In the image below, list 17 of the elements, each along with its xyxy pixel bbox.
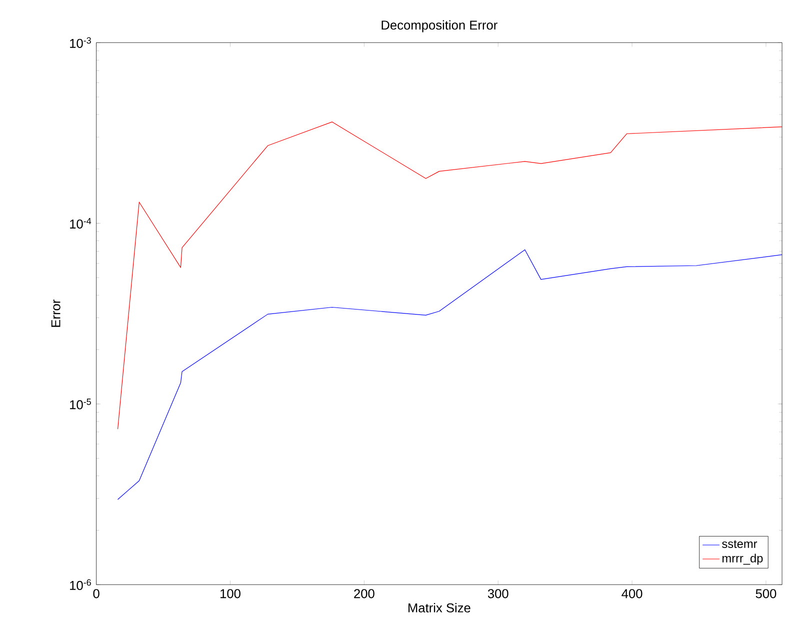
x-tick-label: 500: [756, 589, 776, 598]
y-tick-label: 10$^{-6}$: [70, 579, 91, 590]
line-series: [117, 249, 782, 500]
x-tick-label: 0: [93, 589, 100, 598]
legend-label: sstemr: [722, 540, 758, 548]
y-axis-title: Error: [51, 300, 60, 327]
x-axis-title: Matrix Size: [408, 602, 470, 612]
chart-title: Decomposition Error: [382, 20, 498, 32]
y-tick-label: 10$^{-4}$: [70, 218, 92, 229]
legend-label: mrrr_dp: [722, 554, 763, 565]
x-tick-label: 400: [622, 589, 642, 598]
x-tick-label: 100: [220, 589, 240, 598]
x-tick-label: 300: [488, 589, 508, 598]
y-tick-label: 10$^{-3}$: [70, 37, 91, 48]
line-series: [117, 122, 782, 430]
x-tick-label: 200: [354, 589, 374, 598]
y-tick-label: 10$^{-5}$: [70, 398, 91, 410]
